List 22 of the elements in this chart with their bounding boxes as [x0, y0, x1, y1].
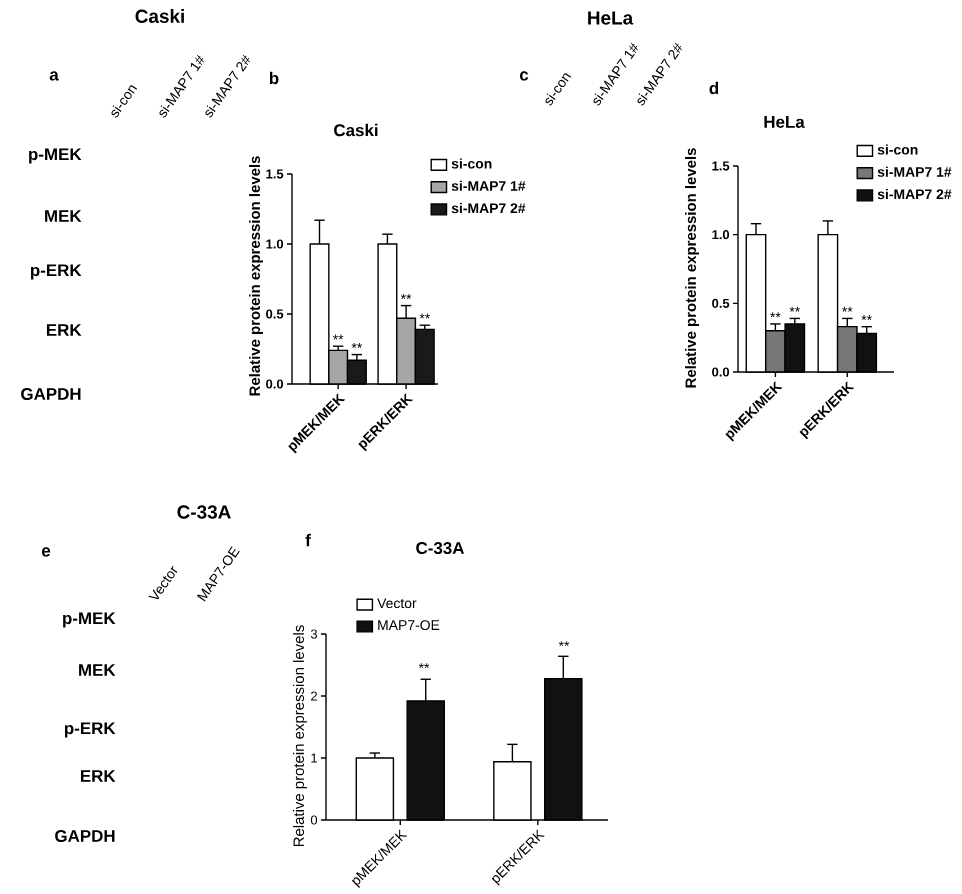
text: b — [269, 71, 279, 85]
category-label: GAPDH — [55, 830, 115, 842]
category-label: p-MEK — [29, 148, 82, 164]
text: c — [519, 71, 529, 81]
text: HeLa — [588, 11, 634, 25]
chart-title: Caski — [334, 123, 378, 137]
category-label: MEK — [45, 210, 82, 222]
text: f — [305, 533, 311, 547]
text: e — [41, 547, 51, 557]
category-label: ERK — [46, 324, 82, 336]
text: Caski — [135, 9, 184, 23]
category-label: p-ERK — [64, 722, 116, 738]
text: C-33A — [177, 505, 231, 519]
chart-title: C-33A — [416, 542, 465, 555]
category-label: GAPDH — [21, 388, 81, 400]
text: a — [49, 71, 59, 81]
category-label: MEK — [79, 664, 116, 676]
category-label: ERK — [80, 770, 116, 782]
category-label: p-MEK — [63, 612, 116, 628]
text: d — [709, 81, 719, 95]
category-label: p-ERK — [30, 264, 82, 280]
chart-title: HeLa — [764, 116, 805, 128]
